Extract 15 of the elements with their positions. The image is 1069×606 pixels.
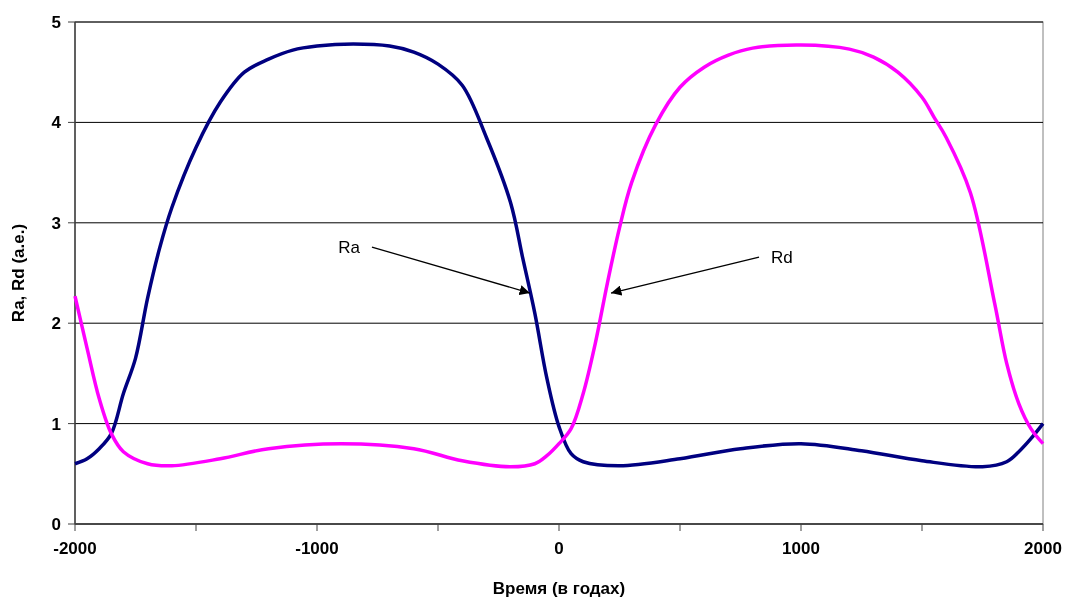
annotation: Ra [338,238,361,258]
x-tick-label: 0 [554,539,564,558]
x-tick-label: -1000 [295,539,339,558]
y-tick-label: 0 [51,514,61,534]
x-tick-label: -2000 [53,539,97,558]
annotation: Rd [771,248,793,268]
y-tick-label: 5 [51,12,61,32]
y-tick-label: 2 [51,314,61,334]
x-tick-label: 2000 [1024,539,1062,558]
x-tick-label: 1000 [782,539,820,558]
y-tick-label: 3 [51,213,61,233]
y-tick-label: 4 [51,113,62,133]
y-tick-label: 1 [51,414,61,434]
y-axis-title: Ra, Rd (а.е.) [9,223,28,323]
x-axis-title: Время (в годах) [492,579,626,598]
